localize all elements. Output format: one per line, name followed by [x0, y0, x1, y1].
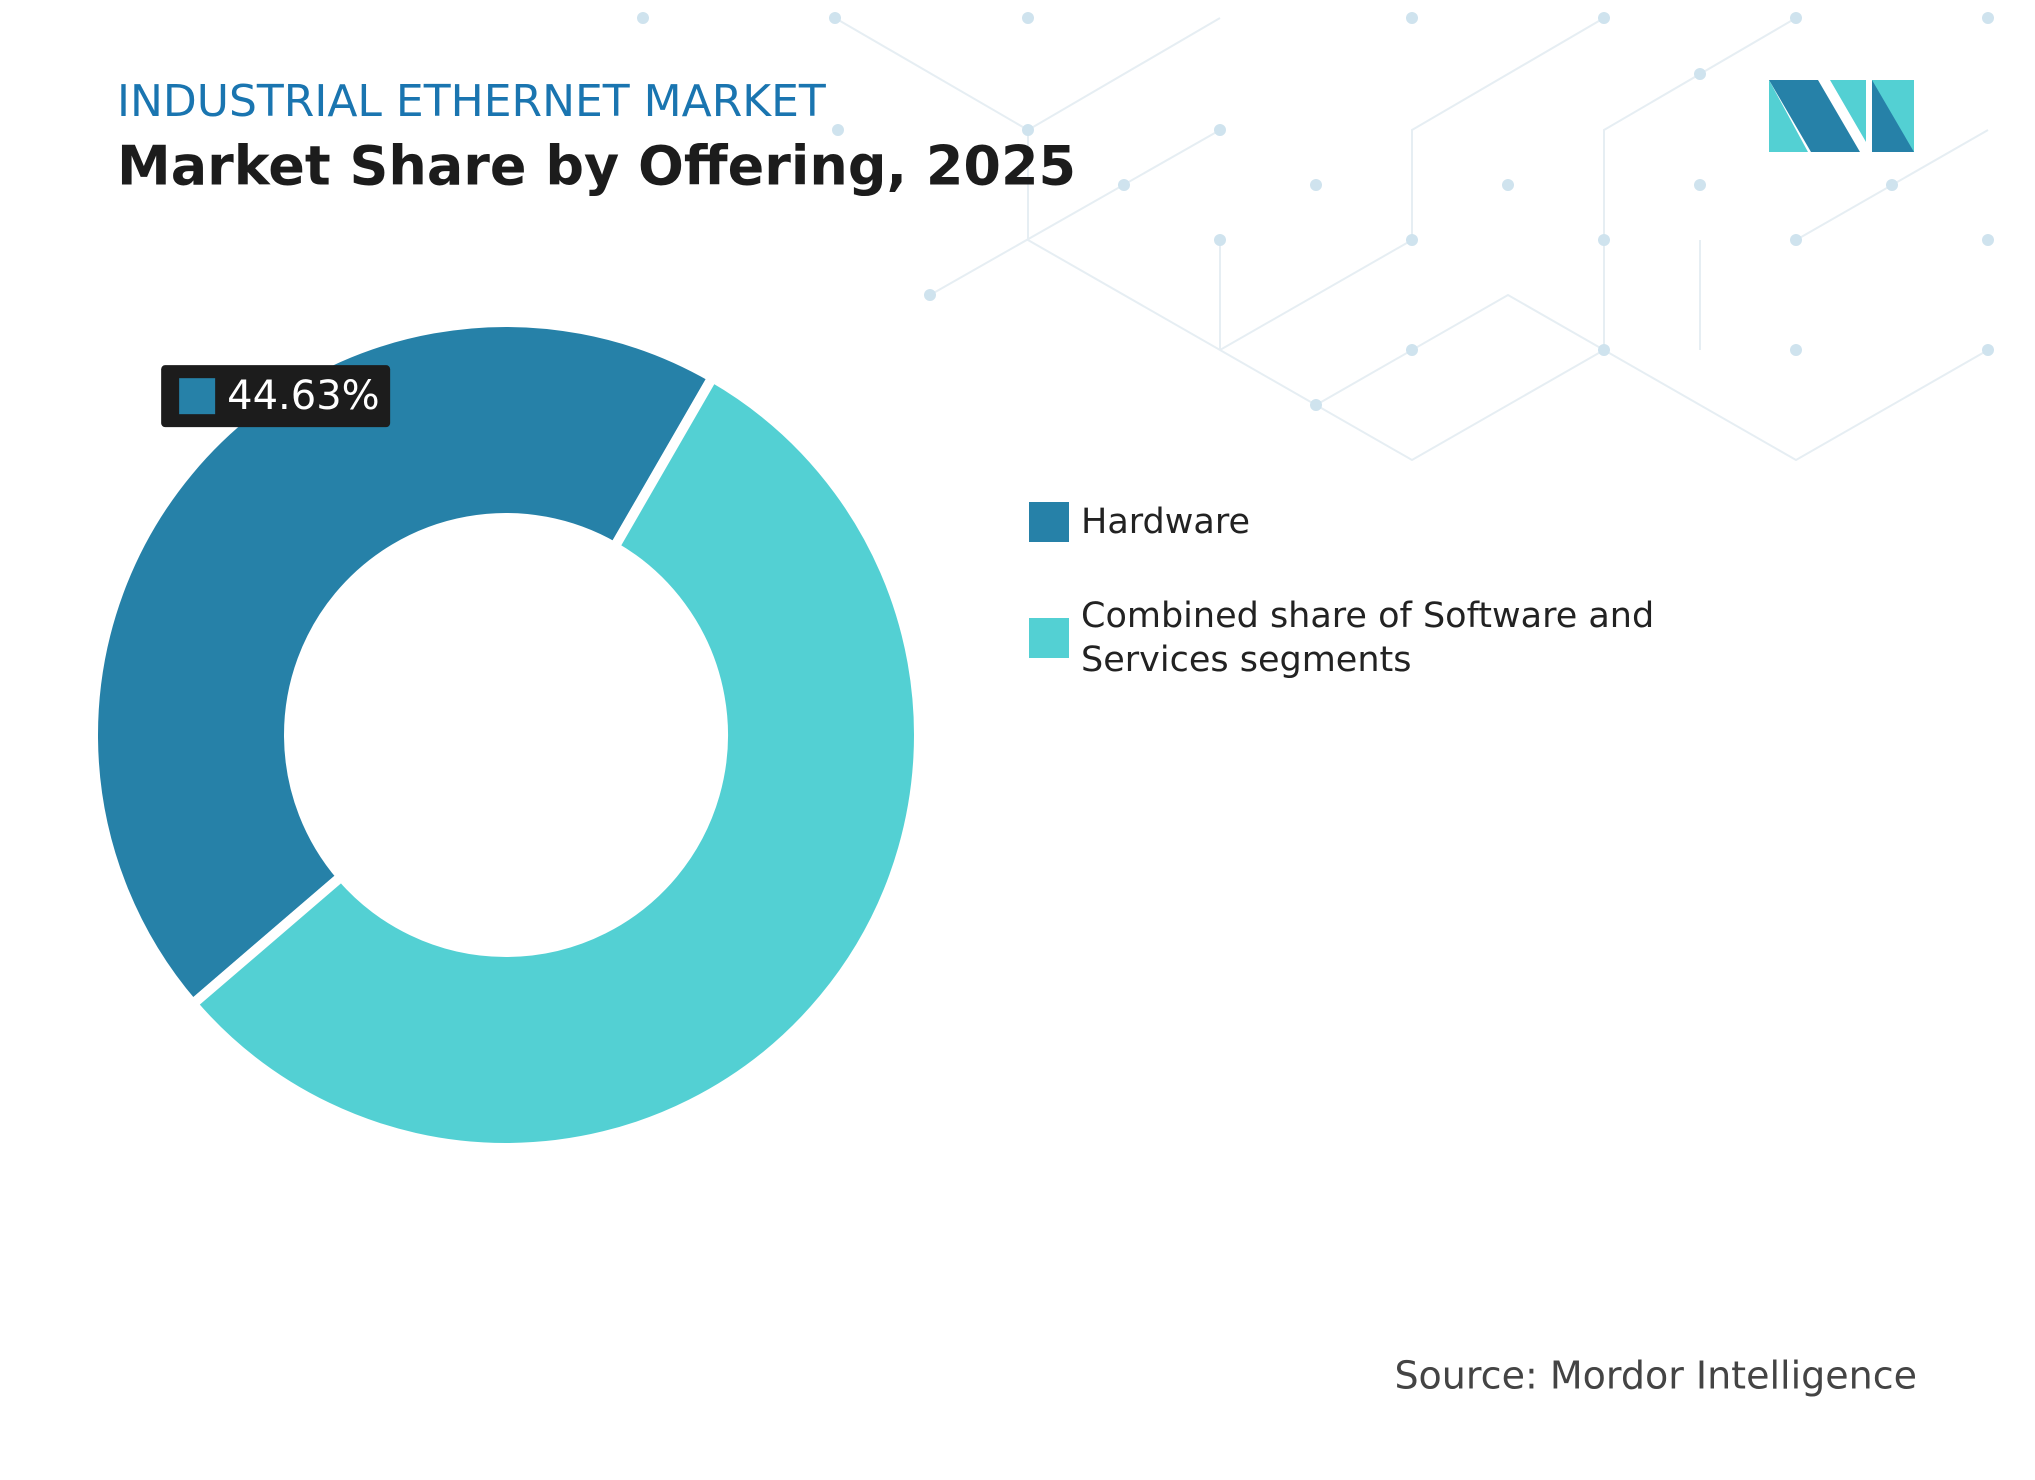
legend-item: Combined share of Software and Services …	[1029, 594, 1729, 682]
source: Source: Mordor Intelligence	[1394, 1354, 1917, 1398]
logo	[1769, 80, 1914, 152]
legend-swatch	[1029, 502, 1069, 542]
value-label-swatch	[179, 378, 216, 415]
chart-title: INDUSTRIAL ETHERNET MARKET	[117, 76, 826, 127]
chart-subtitle: Market Share by Offering, 2025	[117, 135, 1076, 198]
legend-swatch	[1029, 618, 1069, 658]
value-label: 44.63%	[161, 365, 391, 428]
donut-slice	[88, 317, 720, 1012]
donut-slice	[185, 370, 924, 1154]
value-label-box	[161, 365, 391, 428]
value-label-text: 44.63%	[227, 373, 380, 419]
legend-item: Hardware	[1029, 500, 1729, 544]
background-dots	[637, 12, 1994, 411]
legend: Hardware Combined share of Software and S…	[1029, 500, 1729, 732]
legend-label: Hardware	[1081, 502, 1250, 542]
legend-label: Combined share of Software and Services …	[1081, 596, 1655, 680]
